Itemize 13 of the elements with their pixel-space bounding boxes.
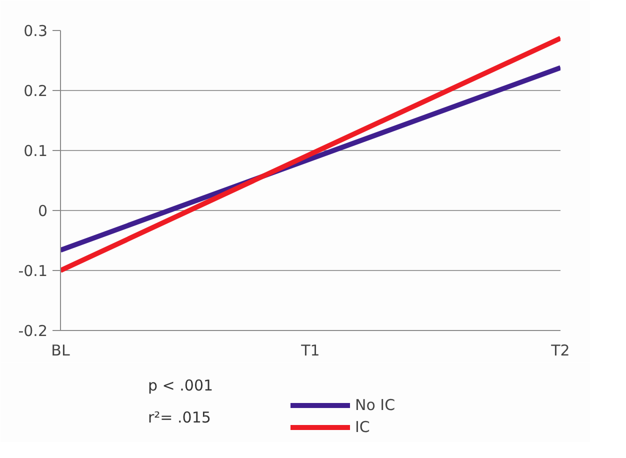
y-tick-label: 0.1 <box>24 142 48 160</box>
y-tick-label: 0.2 <box>24 82 48 100</box>
y-tick-label: -0.2 <box>18 322 48 340</box>
y-tick-label: 0 <box>38 202 48 220</box>
x-tick-label: T1 <box>300 342 320 360</box>
y-tick-label: -0.1 <box>18 262 48 280</box>
x-tick-label: T2 <box>550 342 570 360</box>
text: p < .001 <box>148 376 214 394</box>
legend-label: No IC <box>355 396 396 414</box>
y-tick-label: 0.3 <box>24 22 48 40</box>
text: r²= .015 <box>148 408 211 426</box>
x-tick-label: BL <box>51 342 70 360</box>
legend-label: IC <box>355 418 371 436</box>
